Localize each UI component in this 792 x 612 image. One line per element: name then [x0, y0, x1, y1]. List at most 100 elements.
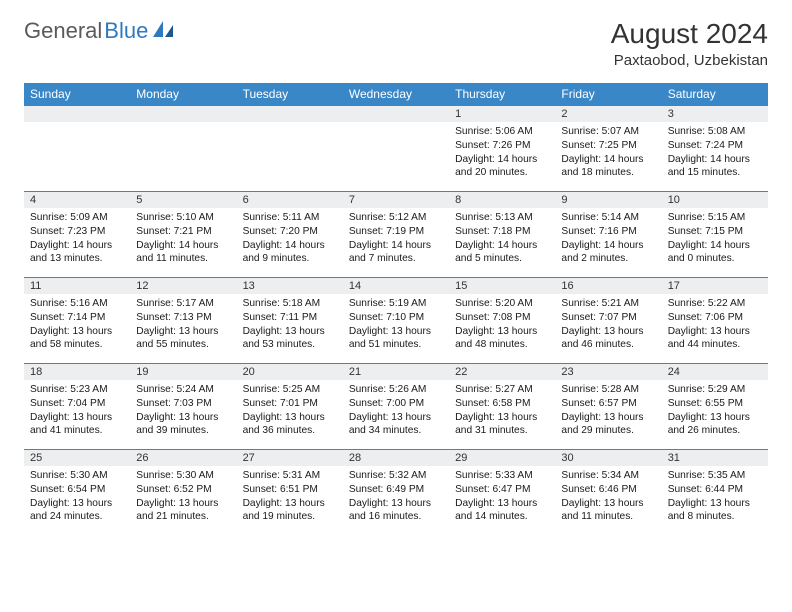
sunrise-text: Sunrise: 5:28 AM — [561, 383, 655, 397]
daylight-text: Daylight: 14 hours and 7 minutes. — [349, 239, 443, 267]
day-body: Sunrise: 5:17 AMSunset: 7:13 PMDaylight:… — [130, 294, 236, 358]
day-number: 22 — [449, 363, 555, 380]
day-body: Sunrise: 5:20 AMSunset: 7:08 PMDaylight:… — [449, 294, 555, 358]
daylight-text: Daylight: 13 hours and 16 minutes. — [349, 497, 443, 525]
daylight-text: Daylight: 13 hours and 46 minutes. — [561, 325, 655, 353]
sunrise-text: Sunrise: 5:11 AM — [243, 211, 337, 225]
sail-icon — [152, 18, 174, 44]
day-number: 18 — [24, 363, 130, 380]
sunrise-text: Sunrise: 5:34 AM — [561, 469, 655, 483]
sunset-text: Sunset: 6:58 PM — [455, 397, 549, 411]
daylight-text: Daylight: 13 hours and 34 minutes. — [349, 411, 443, 439]
daylight-text: Daylight: 13 hours and 58 minutes. — [30, 325, 124, 353]
day-number: 5 — [130, 191, 236, 208]
sunset-text: Sunset: 7:06 PM — [668, 311, 762, 325]
day-number: 21 — [343, 363, 449, 380]
day-number: 20 — [237, 363, 343, 380]
sunrise-text: Sunrise: 5:24 AM — [136, 383, 230, 397]
calendar-day-cell: 5Sunrise: 5:10 AMSunset: 7:21 PMDaylight… — [130, 191, 236, 277]
calendar-day-cell: 24Sunrise: 5:29 AMSunset: 6:55 PMDayligh… — [662, 363, 768, 449]
calendar-day-cell: 31Sunrise: 5:35 AMSunset: 6:44 PMDayligh… — [662, 449, 768, 535]
sunrise-text: Sunrise: 5:17 AM — [136, 297, 230, 311]
day-body: Sunrise: 5:34 AMSunset: 6:46 PMDaylight:… — [555, 466, 661, 530]
daylight-text: Daylight: 14 hours and 2 minutes. — [561, 239, 655, 267]
sunrise-text: Sunrise: 5:06 AM — [455, 125, 549, 139]
daylight-text: Daylight: 13 hours and 48 minutes. — [455, 325, 549, 353]
calendar-week-row: 18Sunrise: 5:23 AMSunset: 7:04 PMDayligh… — [24, 363, 768, 449]
sunset-text: Sunset: 7:14 PM — [30, 311, 124, 325]
brand-text-1: General — [24, 18, 102, 44]
weekday-header: Tuesday — [237, 83, 343, 105]
sunrise-text: Sunrise: 5:25 AM — [243, 383, 337, 397]
daylight-text: Daylight: 13 hours and 26 minutes. — [668, 411, 762, 439]
sunset-text: Sunset: 7:15 PM — [668, 225, 762, 239]
calendar-header-row: SundayMondayTuesdayWednesdayThursdayFrid… — [24, 83, 768, 105]
day-body: Sunrise: 5:11 AMSunset: 7:20 PMDaylight:… — [237, 208, 343, 272]
sunrise-text: Sunrise: 5:30 AM — [136, 469, 230, 483]
sunrise-text: Sunrise: 5:31 AM — [243, 469, 337, 483]
day-body: Sunrise: 5:13 AMSunset: 7:18 PMDaylight:… — [449, 208, 555, 272]
sunrise-text: Sunrise: 5:15 AM — [668, 211, 762, 225]
weekday-header: Monday — [130, 83, 236, 105]
sunrise-text: Sunrise: 5:08 AM — [668, 125, 762, 139]
calendar-day-cell: 13Sunrise: 5:18 AMSunset: 7:11 PMDayligh… — [237, 277, 343, 363]
day-body: Sunrise: 5:23 AMSunset: 7:04 PMDaylight:… — [24, 380, 130, 444]
calendar-day-cell: 11Sunrise: 5:16 AMSunset: 7:14 PMDayligh… — [24, 277, 130, 363]
calendar-day-cell: 12Sunrise: 5:17 AMSunset: 7:13 PMDayligh… — [130, 277, 236, 363]
daylight-text: Daylight: 13 hours and 11 minutes. — [561, 497, 655, 525]
daylight-text: Daylight: 14 hours and 0 minutes. — [668, 239, 762, 267]
daylight-text: Daylight: 13 hours and 8 minutes. — [668, 497, 762, 525]
day-number: 29 — [449, 449, 555, 466]
day-number: 11 — [24, 277, 130, 294]
day-body: Sunrise: 5:10 AMSunset: 7:21 PMDaylight:… — [130, 208, 236, 272]
sunrise-text: Sunrise: 5:14 AM — [561, 211, 655, 225]
day-number: 15 — [449, 277, 555, 294]
calendar-day-cell — [343, 105, 449, 191]
sunset-text: Sunset: 6:46 PM — [561, 483, 655, 497]
calendar-day-cell: 4Sunrise: 5:09 AMSunset: 7:23 PMDaylight… — [24, 191, 130, 277]
calendar-week-row: 25Sunrise: 5:30 AMSunset: 6:54 PMDayligh… — [24, 449, 768, 535]
calendar-day-cell: 17Sunrise: 5:22 AMSunset: 7:06 PMDayligh… — [662, 277, 768, 363]
day-number: 24 — [662, 363, 768, 380]
calendar-day-cell: 28Sunrise: 5:32 AMSunset: 6:49 PMDayligh… — [343, 449, 449, 535]
calendar-day-cell: 18Sunrise: 5:23 AMSunset: 7:04 PMDayligh… — [24, 363, 130, 449]
day-number: 31 — [662, 449, 768, 466]
calendar-day-cell: 19Sunrise: 5:24 AMSunset: 7:03 PMDayligh… — [130, 363, 236, 449]
calendar-day-cell: 14Sunrise: 5:19 AMSunset: 7:10 PMDayligh… — [343, 277, 449, 363]
day-number: 16 — [555, 277, 661, 294]
day-body: Sunrise: 5:19 AMSunset: 7:10 PMDaylight:… — [343, 294, 449, 358]
weekday-header: Friday — [555, 83, 661, 105]
day-number: 9 — [555, 191, 661, 208]
month-title: August 2024 — [611, 18, 768, 50]
daylight-text: Daylight: 13 hours and 51 minutes. — [349, 325, 443, 353]
day-body: Sunrise: 5:18 AMSunset: 7:11 PMDaylight:… — [237, 294, 343, 358]
day-number: 26 — [130, 449, 236, 466]
day-number: 12 — [130, 277, 236, 294]
brand-logo: GeneralBlue — [24, 18, 174, 44]
calendar-week-row: 11Sunrise: 5:16 AMSunset: 7:14 PMDayligh… — [24, 277, 768, 363]
sunset-text: Sunset: 6:49 PM — [349, 483, 443, 497]
calendar-day-cell: 2Sunrise: 5:07 AMSunset: 7:25 PMDaylight… — [555, 105, 661, 191]
sunrise-text: Sunrise: 5:20 AM — [455, 297, 549, 311]
day-number: 19 — [130, 363, 236, 380]
sunset-text: Sunset: 7:21 PM — [136, 225, 230, 239]
day-number: 23 — [555, 363, 661, 380]
weekday-header: Sunday — [24, 83, 130, 105]
day-body: Sunrise: 5:27 AMSunset: 6:58 PMDaylight:… — [449, 380, 555, 444]
day-body: Sunrise: 5:25 AMSunset: 7:01 PMDaylight:… — [237, 380, 343, 444]
sunset-text: Sunset: 7:19 PM — [349, 225, 443, 239]
sunset-text: Sunset: 7:24 PM — [668, 139, 762, 153]
daylight-text: Daylight: 13 hours and 24 minutes. — [30, 497, 124, 525]
daylight-text: Daylight: 13 hours and 41 minutes. — [30, 411, 124, 439]
calendar-day-cell: 26Sunrise: 5:30 AMSunset: 6:52 PMDayligh… — [130, 449, 236, 535]
sunset-text: Sunset: 7:00 PM — [349, 397, 443, 411]
day-number: 2 — [555, 105, 661, 122]
sunrise-text: Sunrise: 5:35 AM — [668, 469, 762, 483]
daylight-text: Daylight: 14 hours and 20 minutes. — [455, 153, 549, 181]
day-body: Sunrise: 5:31 AMSunset: 6:51 PMDaylight:… — [237, 466, 343, 530]
location-text: Paxtaobod, Uzbekistan — [611, 52, 768, 69]
sunset-text: Sunset: 7:04 PM — [30, 397, 124, 411]
sunset-text: Sunset: 6:51 PM — [243, 483, 337, 497]
calendar-day-cell — [24, 105, 130, 191]
daylight-text: Daylight: 14 hours and 11 minutes. — [136, 239, 230, 267]
